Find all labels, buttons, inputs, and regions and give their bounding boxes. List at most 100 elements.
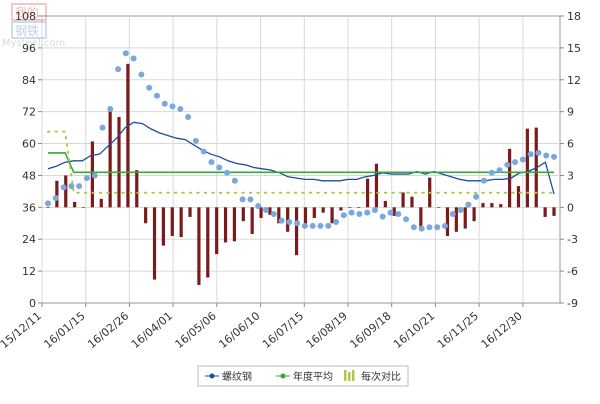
change-bar	[259, 207, 263, 218]
price-point	[364, 209, 371, 216]
change-bar	[64, 175, 68, 208]
price-point	[379, 213, 386, 220]
dotted-reference-line	[47, 130, 555, 194]
price-point	[115, 66, 122, 73]
price-point	[317, 222, 324, 229]
price-point	[527, 151, 534, 158]
x-tick-label: 16/08/19	[304, 309, 350, 351]
x-tick-label: 16/07/15	[260, 309, 306, 351]
change-bar	[99, 198, 103, 208]
change-bar	[357, 207, 361, 208]
change-bar	[410, 196, 414, 208]
price-point	[496, 167, 503, 174]
change-bar	[339, 207, 343, 211]
mysteel-watermark-logo: 我的 钢铁 Mysteel.com	[2, 2, 72, 49]
price-point	[309, 222, 316, 229]
left-tick-label: 96	[22, 42, 36, 55]
price-point	[512, 159, 519, 166]
right-tick-label: 3	[567, 169, 574, 182]
price-point	[83, 175, 90, 182]
change-bar	[348, 207, 352, 208]
legend-item-1[interactable]: 年度平均	[276, 370, 333, 383]
legend-item-2[interactable]: 每次对比	[344, 370, 401, 383]
price-point	[146, 84, 153, 91]
right-tick-label: -6	[567, 265, 578, 278]
price-point	[247, 196, 254, 203]
change-bar	[543, 207, 547, 217]
right-tick-label: 18	[567, 10, 581, 23]
change-bar	[436, 207, 441, 208]
x-tick-label: 16/06/10	[216, 309, 262, 351]
price-point	[76, 183, 83, 190]
price-point	[449, 210, 456, 217]
price-point	[551, 153, 557, 160]
change-bar	[55, 180, 59, 208]
price-point	[348, 209, 355, 216]
left-tick-label: 84	[22, 74, 36, 87]
change-bar	[303, 207, 308, 226]
change-bar	[383, 200, 387, 208]
change-bar	[312, 207, 316, 218]
price-point	[426, 224, 433, 231]
legend-label-0: 螺纹钢	[222, 370, 252, 383]
price-point	[177, 106, 184, 113]
price-point	[52, 195, 59, 202]
right-tick-label: -9	[567, 297, 578, 310]
price-point	[153, 92, 160, 99]
change-bar	[223, 207, 228, 243]
x-tick-label: 16/02/26	[85, 309, 131, 351]
change-bar	[330, 207, 334, 224]
x-tick-label: 16/09/18	[347, 309, 393, 351]
x-tick-label: 16/05/06	[173, 309, 219, 351]
right-tick-label: 12	[567, 74, 581, 87]
right-tick-label: 0	[567, 201, 574, 214]
price-point	[340, 212, 347, 219]
price-point	[239, 196, 246, 203]
price-point	[480, 177, 487, 184]
price-point	[270, 210, 277, 217]
price-point	[294, 220, 301, 227]
price-point	[99, 124, 106, 131]
right-tick-label: 15	[567, 42, 581, 55]
price-point	[543, 152, 550, 159]
x-tick-label: 16/10/21	[391, 309, 437, 351]
change-bar	[463, 207, 467, 229]
change-bar	[126, 63, 130, 208]
left-tick-label: 36	[22, 201, 36, 214]
price-point	[68, 183, 75, 190]
change-bar	[73, 202, 77, 208]
left-tick-label: 60	[22, 138, 36, 151]
change-bar	[401, 192, 405, 208]
price-point	[410, 224, 417, 231]
price-point	[519, 156, 526, 163]
price-point	[504, 161, 511, 168]
price-point	[107, 106, 114, 113]
price-point	[278, 217, 285, 224]
svg-text:我的: 我的	[15, 5, 39, 20]
right-tick-label: -3	[567, 233, 578, 246]
svg-text:Mysteel.com: Mysteel.com	[2, 38, 65, 48]
price-point	[200, 148, 207, 155]
points-layer	[45, 50, 557, 232]
price-point	[387, 209, 394, 216]
change-bar	[321, 207, 325, 213]
change-bar	[81, 207, 86, 208]
price-point	[465, 201, 472, 208]
x-tick-label: 16/11/25	[435, 309, 481, 351]
price-point	[457, 206, 464, 213]
change-bar	[294, 207, 299, 256]
legend-item-0[interactable]: 螺纹钢	[205, 370, 252, 383]
change-bar	[108, 106, 112, 208]
change-bar	[374, 163, 379, 208]
price-point	[130, 55, 137, 62]
price-point	[192, 137, 199, 144]
change-bar	[490, 203, 494, 208]
left-tick-label: 24	[22, 233, 36, 246]
svg-text:钢铁: 钢铁	[15, 24, 39, 38]
price-point	[138, 71, 145, 78]
x-tick-label: 16/12/30	[479, 309, 525, 351]
price-point	[434, 224, 441, 231]
change-bar	[215, 207, 219, 255]
price-point	[216, 164, 223, 171]
